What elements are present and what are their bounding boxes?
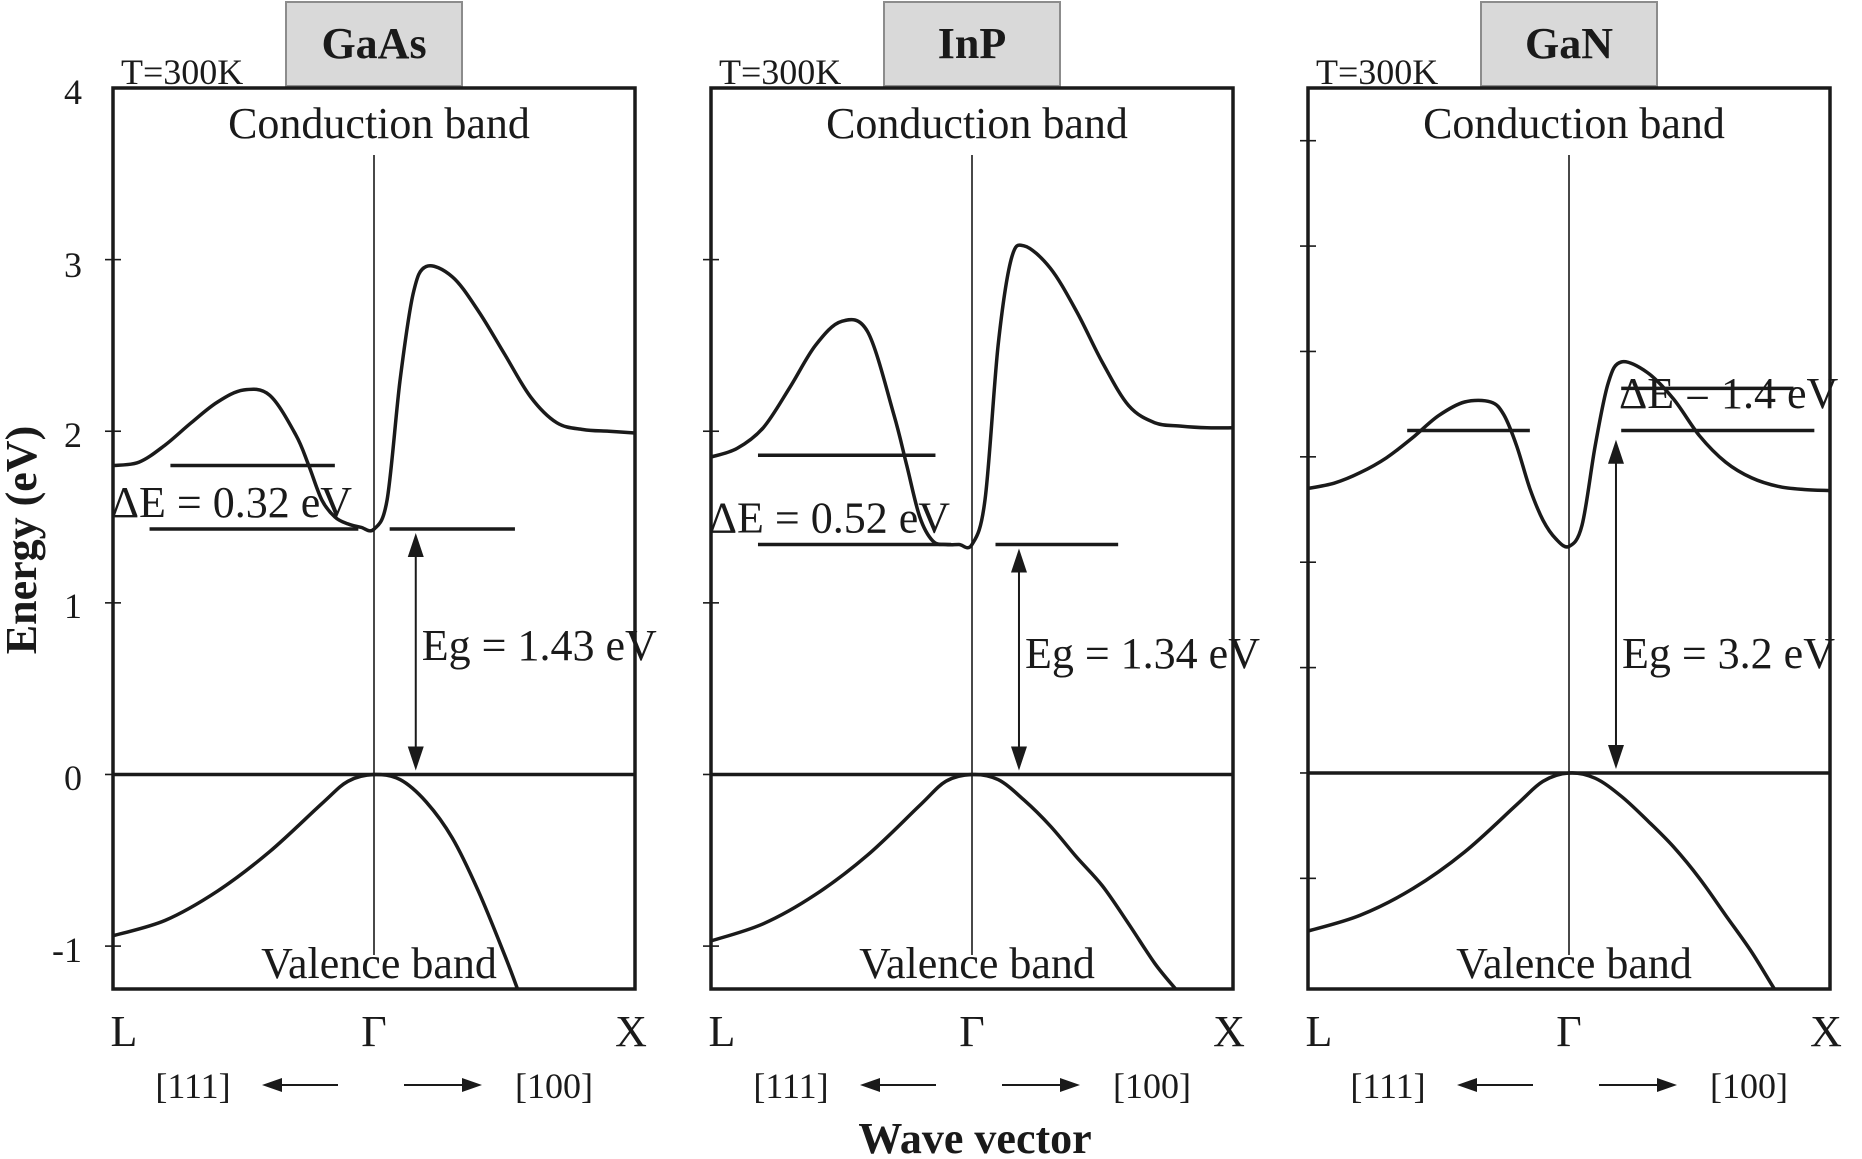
direction-label-left: [111] bbox=[1350, 1066, 1425, 1106]
direction-label-left: [111] bbox=[753, 1066, 828, 1106]
band-gap-label: Eg = 1.34 eV bbox=[1025, 629, 1260, 678]
valence-band-curve bbox=[113, 772, 520, 989]
x-tick-label: X bbox=[615, 1007, 647, 1056]
panel-frame bbox=[709, 86, 1235, 991]
direction-label-left: [111] bbox=[155, 1066, 230, 1106]
x-tick-label: X bbox=[1810, 1007, 1842, 1056]
y-tick-label: -1 bbox=[52, 930, 82, 970]
delta-e-label: ΔE = 1.4 eV bbox=[1619, 369, 1839, 418]
x-tick-label: Γ bbox=[959, 1007, 984, 1056]
panel-title: InP bbox=[938, 19, 1006, 68]
delta-e-label: ΔE = 0.52 eV bbox=[709, 494, 951, 543]
temperature-label: T=300K bbox=[121, 52, 243, 92]
panel-title-box bbox=[1480, 1, 1658, 87]
conduction-band-curve bbox=[1308, 359, 1830, 549]
direction-label-right: [100] bbox=[1710, 1066, 1788, 1106]
x-tick-label: Γ bbox=[361, 1007, 386, 1056]
conduction-band-curve bbox=[113, 264, 635, 533]
valence-band-label: Valence band bbox=[261, 939, 497, 988]
x-tick-label: L bbox=[709, 1007, 736, 1056]
y-tick-label: 2 bbox=[64, 415, 82, 455]
band-gap-arrowhead-up bbox=[1607, 439, 1624, 464]
direction-label-right: [100] bbox=[1113, 1066, 1191, 1106]
panel-title-box bbox=[285, 1, 463, 87]
y-tick-label: 1 bbox=[64, 586, 82, 626]
y-tick-label: 0 bbox=[64, 758, 82, 798]
conduction-band-label: Conduction band bbox=[1423, 99, 1725, 148]
conduction-band-label: Conduction band bbox=[228, 99, 530, 148]
x-tick-label: Γ bbox=[1556, 1007, 1581, 1056]
y-tick-labels: 4 3 2 1 0 -1 bbox=[52, 72, 82, 970]
direction-arrowhead-left bbox=[1457, 1078, 1477, 1092]
direction-arrowhead-right bbox=[1657, 1078, 1677, 1092]
valence-band-curve bbox=[711, 772, 1178, 989]
direction-arrowhead-right bbox=[1060, 1078, 1080, 1092]
delta-e-label: ΔE = 0.32 eV bbox=[111, 478, 353, 527]
panel-title: GaAs bbox=[321, 19, 426, 68]
y-axis-title: Energy (eV) bbox=[0, 426, 46, 655]
temperature-label: T=300K bbox=[1316, 52, 1438, 92]
band-gap-arrowhead-up bbox=[407, 533, 424, 558]
panel-gaas: GaAs T=300K Conduction band Valence band Eg … bbox=[105, 1, 657, 1106]
valence-band-curve bbox=[1308, 771, 1777, 989]
panel-gan: GaN T=300K Conduction band Valence band Eg =… bbox=[1300, 1, 1842, 1106]
band-gap-label: Eg = 1.43 eV bbox=[422, 621, 657, 670]
panel-inp: InP T=300K Conduction band Valence band Eg =… bbox=[703, 1, 1260, 1106]
panel-title: GaN bbox=[1525, 19, 1613, 68]
panel-title-box bbox=[883, 1, 1061, 87]
band-gap-arrowhead-down bbox=[1010, 746, 1027, 771]
panel-frame bbox=[111, 86, 637, 991]
conduction-band-label: Conduction band bbox=[826, 99, 1128, 148]
temperature-label: T=300K bbox=[719, 52, 841, 92]
valence-band-label: Valence band bbox=[1456, 939, 1692, 988]
panel-frame bbox=[1306, 86, 1832, 991]
direction-arrowhead-left bbox=[262, 1078, 282, 1092]
direction-arrowhead-right bbox=[462, 1078, 482, 1092]
band-gap-arrowhead-up bbox=[1010, 548, 1027, 573]
band-gap-label: Eg = 3.2 eV bbox=[1622, 629, 1835, 678]
x-tick-label: X bbox=[1213, 1007, 1245, 1056]
direction-arrowhead-left bbox=[860, 1078, 880, 1092]
x-axis-title: Wave vector bbox=[858, 1114, 1091, 1159]
band-gap-arrowhead-down bbox=[1607, 744, 1624, 769]
band-gap-arrowhead-down bbox=[407, 746, 424, 771]
valence-band-label: Valence band bbox=[859, 939, 1095, 988]
direction-label-right: [100] bbox=[515, 1066, 593, 1106]
x-tick-label: L bbox=[111, 1007, 138, 1056]
x-tick-label: L bbox=[1306, 1007, 1333, 1056]
y-tick-label: 3 bbox=[64, 245, 82, 285]
conduction-band-curve bbox=[711, 243, 1233, 550]
y-tick-label: 4 bbox=[64, 72, 82, 112]
